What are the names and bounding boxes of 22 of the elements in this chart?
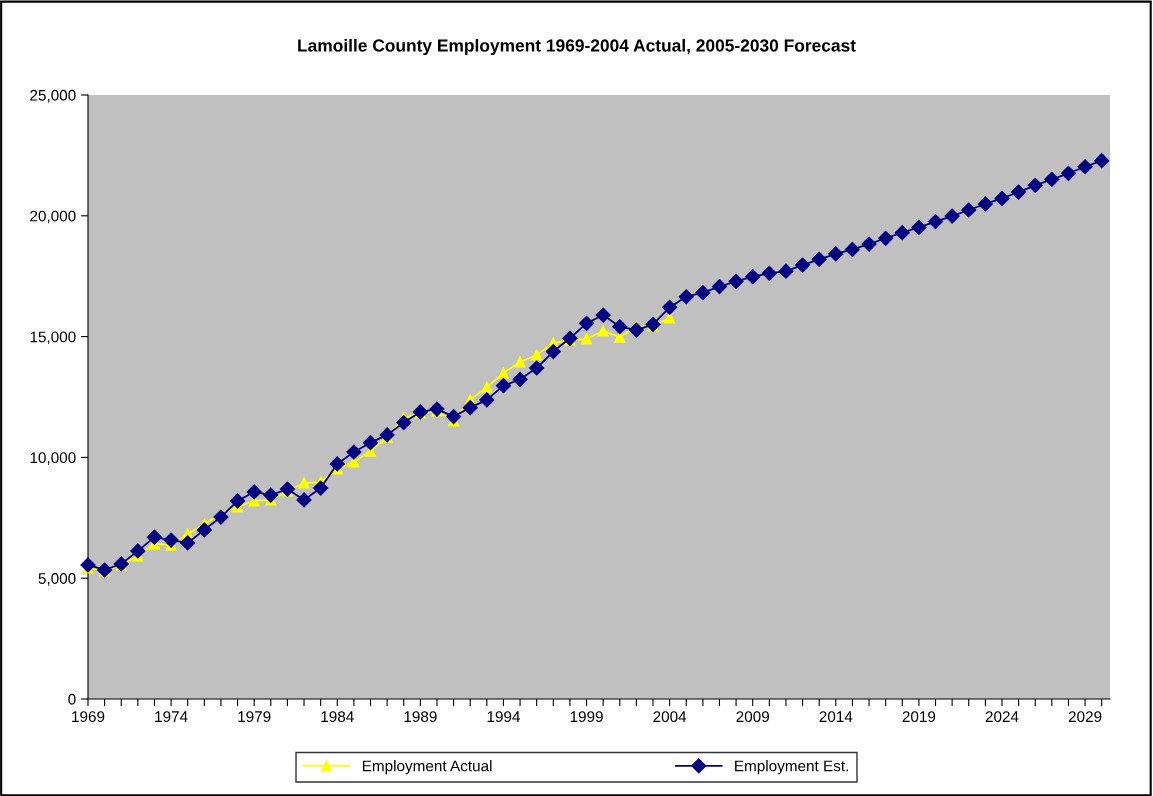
x-tick-label: 1974	[155, 711, 188, 723]
y-tick-label: 25,000	[30, 89, 76, 103]
y-tick-label: 10,000	[30, 452, 76, 465]
x-tick-label: 2004	[653, 711, 687, 723]
x-tick-label: 1979	[238, 711, 271, 723]
x-tick-label: 2029	[1068, 711, 1102, 723]
legend-label: Employment Actual	[362, 760, 492, 775]
x-tick-label: 1989	[404, 711, 437, 723]
x-tick-label: 1994	[487, 711, 520, 723]
x-tick-label: 1969	[72, 711, 105, 723]
x-tick-label: 2019	[902, 711, 936, 723]
chart-title: Lamoille County Employment 1969-2004 Actual, 2005-2030 Forecast	[298, 38, 856, 56]
legend-label: Employment Est.	[735, 760, 848, 775]
y-tick-label: 5,000	[38, 573, 76, 586]
x-tick-label: 2024	[985, 711, 1019, 723]
y-tick-label: 20,000	[30, 210, 76, 224]
y-tick-label: 0	[68, 693, 76, 705]
x-tick-label: 1999	[570, 711, 603, 723]
x-tick-label: 1984	[321, 711, 354, 723]
y-tick-label: 15,000	[30, 331, 76, 345]
x-tick-label: 2014	[819, 711, 853, 723]
x-tick-label: 2009	[736, 711, 769, 723]
